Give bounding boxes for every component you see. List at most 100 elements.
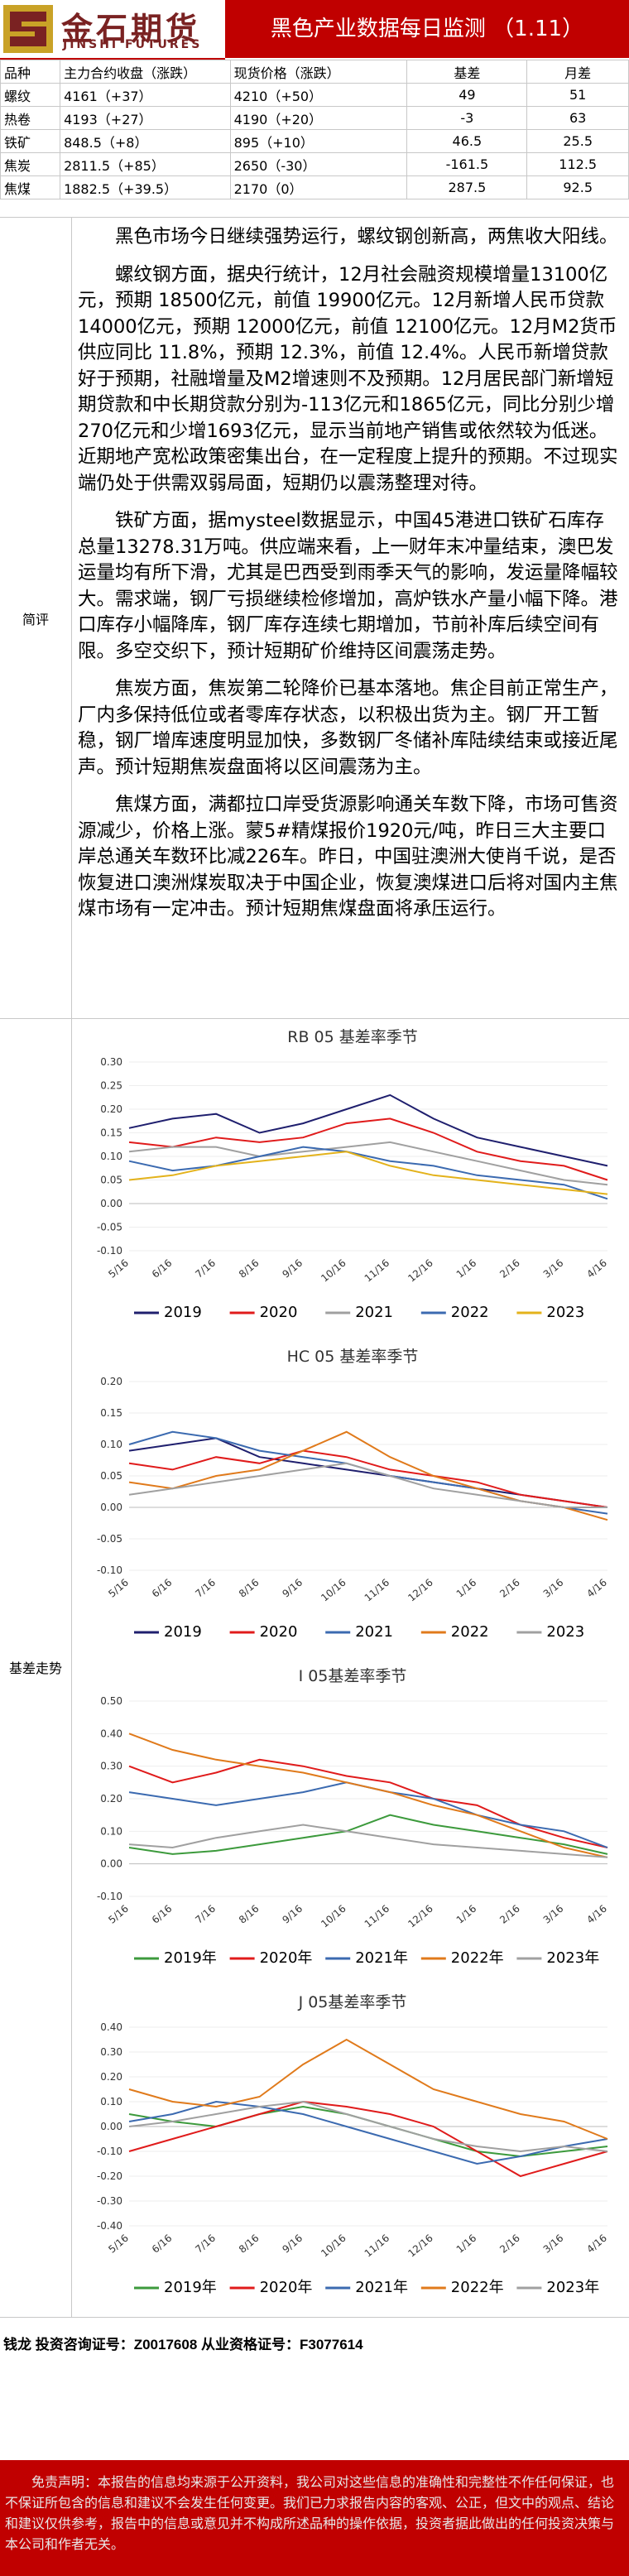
basis-label: 基差走势 (0, 1017, 72, 2317)
x-tick-label: 12/16 (406, 1577, 435, 1604)
y-tick-label: 0.15 (100, 1127, 122, 1139)
y-tick-label: 0.10 (100, 1439, 122, 1450)
y-tick-label: 0.20 (100, 1103, 122, 1115)
x-tick-label: 4/16 (584, 2232, 609, 2256)
legend-label: 2022 (451, 1623, 489, 1641)
y-tick-label: -0.05 (97, 1222, 122, 1233)
table-row: 铁矿 848.5（+8） 895（+10） 46.5 25.5 (0, 129, 629, 153)
company-logo: 金石期货 JINSHI FUTURES (0, 0, 225, 60)
y-tick-label: 0.40 (100, 1728, 122, 1739)
x-tick-label: 5/16 (106, 1257, 131, 1281)
x-tick-label: 7/16 (193, 1903, 218, 1926)
x-tick-label: 6/16 (150, 1257, 175, 1281)
x-tick-label: 2/16 (497, 2232, 522, 2256)
table-cell: 848.5（+8） (60, 129, 231, 153)
series-line (128, 1151, 608, 1195)
review-paragraph: 黑色市场今日继续强势运行，螺纹钢创新高，两焦收大阳线。 (115, 226, 618, 248)
series-line (128, 2100, 608, 2165)
column-header: 月差 (526, 60, 629, 84)
x-tick-label: 11/16 (363, 2232, 391, 2260)
x-tick-label: 7/16 (193, 1257, 218, 1281)
x-tick-label: 11/16 (363, 1577, 391, 1604)
x-tick-label: 3/16 (541, 1903, 566, 1926)
chart-title: I 05基差率季节 (299, 1667, 407, 1685)
legend-label: 2019年 (164, 1949, 217, 1967)
x-tick-label: 12/16 (406, 1257, 435, 1285)
table-cell: 63 (526, 106, 629, 130)
review-paragraph: 铁矿方面，据mysteel数据显示，中国45港进口铁矿石库存总量13278.31… (78, 510, 618, 662)
x-tick-label: 8/16 (237, 1903, 262, 1926)
column-header: 基差 (406, 60, 528, 84)
legend-label: 2019 (164, 1304, 202, 1321)
series-line (128, 1814, 608, 1855)
x-tick-label: 9/16 (280, 2232, 305, 2256)
table-cell: 铁矿 (0, 129, 61, 153)
quote-table: 品种 主力合约收盘（涨跌） 现货价格（涨跌） 基差 月差 螺纹 4161（+37… (0, 60, 629, 199)
legend-label: 2022年 (451, 1949, 504, 1967)
y-tick-label: -0.20 (97, 2170, 122, 2182)
review-text: 黑色市场今日继续强势运行，螺纹钢创新高，两焦收大阳线。 螺纹钢方面，据央行统计，… (78, 224, 621, 935)
review-paragraph: 螺纹钢方面，据央行统计，12月社会融资规模增量13100亿元，预期 18500亿… (78, 263, 618, 494)
logo-chinese-name: 金石期货 (61, 10, 201, 47)
report-header: 金石期货 JINSHI FUTURES 黑色产业数据每日监测 （1.11） (0, 0, 629, 60)
legend-label: 2020 (260, 1623, 298, 1641)
y-tick-label: 0.00 (100, 1858, 122, 1870)
y-tick-label: 0.40 (100, 2021, 122, 2033)
table-cell: 895（+10） (229, 129, 408, 153)
x-tick-label: 9/16 (280, 1903, 305, 1926)
table-cell: 92.5 (526, 175, 629, 199)
x-tick-label: 9/16 (280, 1257, 305, 1281)
logo-mark-icon (3, 5, 53, 53)
coking-coal-basis-chart: J 05基差率季节 0.40 0.30 0.20 0.10 0.00 -0.10 -0.20 -… (97, 1993, 609, 2296)
legend-label: 2021年 (355, 2279, 408, 2296)
table-cell: 287.5 (406, 175, 528, 199)
x-tick-label: 8/16 (237, 2232, 262, 2256)
review-paragraph: 焦煤方面，满都拉口岸受货源影响通关车数下降，市场可售资源减少，价格上涨。蒙5#精… (78, 794, 618, 920)
legend-label: 2019年 (164, 2279, 217, 2296)
logo-english-name: JINSHI FUTURES (63, 38, 203, 51)
y-tick-label: 0.05 (100, 1175, 122, 1186)
chart-title: RB 05 基差率季节 (287, 1028, 418, 1046)
legend-label: 2022年 (451, 2279, 504, 2296)
legend-label: 2020 (260, 1304, 298, 1321)
series-line (128, 1093, 608, 1167)
y-tick-label: 0.00 (100, 1198, 122, 1209)
x-tick-label: 9/16 (280, 1577, 305, 1600)
series-line (128, 1824, 608, 1858)
table-cell: 焦炭 (0, 152, 61, 176)
table-cell: 焦煤 (0, 175, 61, 199)
x-tick-label: 6/16 (150, 1577, 175, 1600)
table-cell: 25.5 (526, 129, 629, 153)
legend-label: 2023年 (546, 2279, 599, 2296)
x-tick-label: 4/16 (584, 1577, 609, 1600)
series-line (128, 2038, 608, 2140)
y-tick-label: 0.20 (100, 2071, 122, 2083)
x-tick-label: 7/16 (193, 2232, 218, 2256)
table-cell: 4161（+37） (60, 83, 231, 107)
table-cell: 2811.5（+85） (60, 152, 231, 176)
y-tick-label: -0.30 (97, 2195, 122, 2207)
table-cell: 4193（+27） (60, 106, 231, 130)
x-tick-label: 5/16 (106, 1903, 131, 1926)
chart-title: HC 05 基差率季节 (287, 1348, 419, 1366)
x-tick-label: 5/16 (106, 2232, 131, 2256)
column-header: 品种 (0, 60, 61, 84)
x-tick-label: 11/16 (363, 1903, 391, 1930)
x-tick-label: 12/16 (406, 2232, 435, 2260)
quote-table-header: 品种 主力合约收盘（涨跌） 现货价格（涨跌） 基差 月差 (0, 60, 629, 84)
series-line (128, 1758, 608, 1848)
review-paragraph: 焦炭方面，焦炭第二轮降价已基本落地。焦企目前正常生产，厂内多保持低位或者零库存状… (78, 678, 618, 778)
x-tick-label: 1/16 (454, 1903, 479, 1926)
x-tick-label: 12/16 (406, 1903, 435, 1930)
series-line (128, 1462, 607, 1508)
x-tick-label: 7/16 (193, 1577, 218, 1600)
table-cell: -161.5 (406, 152, 528, 176)
table-cell: 46.5 (406, 129, 528, 153)
legend-label: 2021 (355, 1623, 393, 1641)
x-tick-label: 10/16 (319, 2232, 348, 2260)
y-tick-label: 0.10 (100, 1151, 122, 1162)
y-tick-label: 0.50 (100, 1695, 122, 1707)
y-tick-label: -0.10 (97, 1564, 122, 1576)
series-line (128, 1141, 608, 1186)
series-line (128, 1117, 608, 1181)
